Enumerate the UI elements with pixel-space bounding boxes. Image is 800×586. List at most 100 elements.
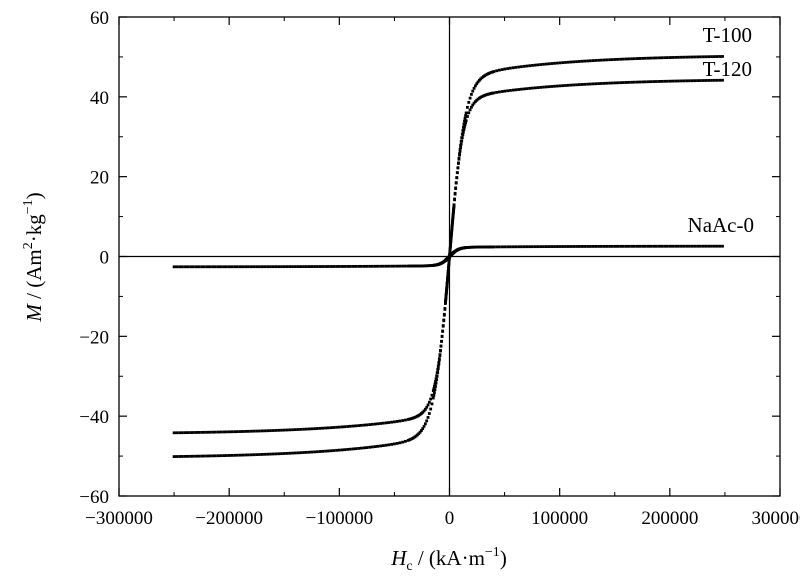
data-point [531, 64, 534, 67]
data-point [371, 423, 374, 426]
data-point [220, 454, 223, 457]
data-point [437, 365, 440, 368]
data-point [440, 340, 443, 343]
data-point [242, 430, 245, 433]
data-point [258, 453, 261, 456]
data-point [341, 265, 344, 268]
data-point [492, 246, 495, 249]
data-point [696, 245, 699, 248]
data-point [365, 446, 368, 449]
data-point [316, 427, 319, 430]
data-point [461, 133, 464, 136]
data-point [506, 67, 509, 70]
data-point [288, 452, 291, 455]
data-point [605, 58, 608, 61]
data-point [200, 455, 203, 458]
data-point [175, 431, 178, 434]
data-point [685, 245, 688, 248]
data-point [396, 442, 399, 445]
data-point [586, 60, 589, 63]
data-point [354, 447, 357, 450]
data-point [432, 397, 435, 400]
data-point [437, 361, 440, 364]
data-point [225, 430, 228, 433]
data-point [688, 56, 691, 59]
data-point [559, 245, 562, 248]
data-point [672, 80, 675, 83]
data-point [570, 84, 573, 87]
data-point [250, 265, 253, 268]
data-point [357, 424, 360, 427]
data-point [586, 83, 589, 86]
data-point [365, 265, 368, 268]
data-point [622, 58, 625, 61]
data-point [473, 87, 476, 90]
data-point [539, 245, 542, 248]
data-point [498, 91, 501, 94]
data-point [512, 245, 515, 248]
data-point [305, 265, 308, 268]
data-point [433, 385, 436, 388]
data-point [272, 265, 275, 268]
data-point [644, 245, 647, 248]
data-point [283, 452, 286, 455]
data-point [672, 245, 675, 248]
data-point [280, 265, 283, 268]
data-point [649, 245, 652, 248]
data-point [669, 245, 672, 248]
data-point [622, 245, 625, 248]
data-point [567, 84, 570, 87]
data-point [680, 80, 683, 83]
data-point [247, 265, 250, 268]
data-point [427, 404, 430, 407]
series-label-naac0: NaAc-0 [688, 213, 754, 237]
data-point [457, 162, 460, 165]
data-point [594, 245, 597, 248]
data-point [266, 265, 269, 268]
data-point [441, 330, 444, 333]
data-point [291, 452, 294, 455]
data-point [495, 245, 498, 248]
data-point [302, 265, 305, 268]
data-point [175, 455, 178, 458]
data-point [520, 88, 523, 91]
data-point [244, 265, 247, 268]
data-point [308, 451, 311, 454]
data-point [217, 454, 220, 457]
data-point [633, 245, 636, 248]
data-point [390, 443, 393, 446]
data-point [385, 421, 388, 424]
data-point [641, 245, 644, 248]
x-axis-unit-sup: −1 [485, 545, 500, 560]
data-point [442, 319, 445, 322]
data-point [192, 431, 195, 434]
data-point [305, 451, 308, 454]
data-point [197, 431, 200, 434]
data-point [343, 425, 346, 428]
data-point [399, 441, 402, 444]
data-point [441, 335, 444, 338]
data-point [266, 429, 269, 432]
data-point [674, 56, 677, 59]
data-point [178, 455, 181, 458]
data-point [269, 453, 272, 456]
data-point [439, 349, 442, 352]
data-point [299, 428, 302, 431]
data-point [181, 455, 184, 458]
data-point [683, 79, 686, 82]
data-point [239, 454, 242, 457]
data-point [655, 57, 658, 60]
data-point [297, 428, 300, 431]
data-point [622, 81, 625, 84]
data-point [627, 245, 630, 248]
data-point [581, 60, 584, 63]
data-point [220, 265, 223, 268]
data-point [253, 453, 256, 456]
data-point [291, 265, 294, 268]
data-point [385, 444, 388, 447]
y-axis-unit-sup1: 2 [21, 242, 36, 249]
data-point [338, 426, 341, 429]
data-point [647, 57, 650, 60]
